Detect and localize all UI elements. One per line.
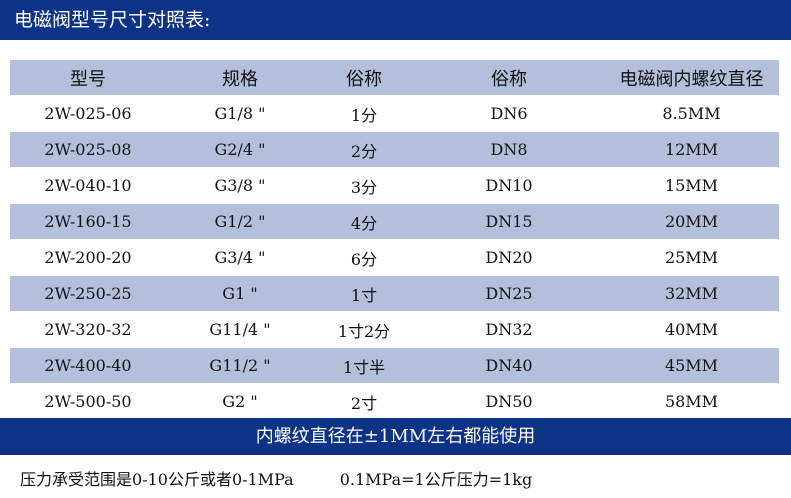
- table-cell: 6分: [350, 249, 378, 269]
- table-cell: 3分: [350, 177, 378, 197]
- table-cell: G2 ": [222, 392, 258, 411]
- table-cell: 2W-200-20: [44, 248, 132, 267]
- table-cell: 2W-500-50: [44, 392, 132, 411]
- table-cell: G2/4 ": [214, 140, 266, 159]
- table-cell: DN8: [490, 140, 528, 159]
- table-cell: 25MM: [664, 248, 719, 267]
- table-cell: G3/8 ": [214, 176, 266, 195]
- note-banner: 内螺纹直径在±1MM左右都能使用: [0, 418, 791, 455]
- table-header: 型号 规格 俗称 俗称 电磁阀内螺纹直径: [10, 60, 779, 96]
- table-cell: 45MM: [664, 356, 719, 375]
- table-cell: 2W-400-40: [44, 356, 132, 375]
- table-cell: 8.5MM: [662, 104, 721, 123]
- table-row: 2W-025-06 G1/8 " 1分 DN6 8.5MM: [10, 96, 779, 132]
- table-cell: 1分: [350, 105, 378, 125]
- table-cell: 2W-025-08: [44, 140, 132, 159]
- table-cell: 1寸: [350, 285, 378, 305]
- table-row: 2W-400-40 G11/2 " 1寸半 DN40 45MM: [10, 348, 779, 384]
- table-cell: DN25: [485, 284, 533, 303]
- table-cell: DN40: [485, 356, 533, 375]
- table-cell: 32MM: [664, 284, 719, 303]
- header-cell: 俗称: [491, 68, 527, 90]
- table-row: 2W-040-10 G3/8 " 3分 DN10 15MM: [10, 168, 779, 204]
- table-cell: DN50: [485, 392, 533, 411]
- table-cell: G1/8 ": [214, 104, 266, 123]
- table-cell: 20MM: [664, 212, 719, 231]
- table-cell: 2W-025-06: [44, 104, 132, 123]
- table-row: 2W-320-32 G11/4 " 1寸2分 DN32 40MM: [10, 312, 779, 348]
- table-cell: G11/4 ": [209, 320, 271, 339]
- table-cell: DN20: [485, 248, 533, 267]
- table-cell: DN6: [490, 104, 528, 123]
- table-cell: 12MM: [664, 140, 719, 159]
- table-cell: 15MM: [664, 176, 719, 195]
- pressure-conversion-text: 0.1MPa=1公斤压力=1kg: [339, 470, 533, 489]
- table-cell: G1/2 ": [214, 212, 266, 231]
- table-row: 2W-500-50 G2 " 2寸 DN50 58MM: [10, 384, 779, 420]
- table-cell: 2寸: [350, 393, 378, 413]
- size-table: 型号 规格 俗称 俗称 电磁阀内螺纹直径 2W-025-06 G1/8 " 1分 DN…: [10, 60, 779, 420]
- table-cell: G3/4 ": [214, 248, 266, 267]
- table-cell: 2W-320-32: [44, 320, 132, 339]
- table-cell: 2W-250-25: [44, 284, 132, 303]
- table-cell: 2W-160-15: [44, 212, 132, 231]
- table-cell: DN10: [485, 176, 533, 195]
- table-cell: G1 ": [222, 284, 258, 303]
- footer-note: 压力承受范围是0-10公斤或者0-1MPa 0.1MPa=1公斤压力=1kg: [20, 466, 532, 490]
- table-cell: DN15: [485, 212, 533, 231]
- table-cell: 4分: [350, 213, 378, 233]
- header-cell: 电磁阀内螺纹直径: [619, 68, 764, 90]
- header-cell: 俗称: [346, 68, 382, 90]
- table-cell: 2分: [350, 141, 378, 161]
- table-cell: 1寸2分: [337, 321, 391, 341]
- table-row: 2W-200-20 G3/4 " 6分 DN20 25MM: [10, 240, 779, 276]
- table-cell: DN32: [485, 320, 533, 339]
- table-cell: 1寸半: [342, 357, 386, 377]
- table-cell: G11/2 ": [209, 356, 271, 375]
- header-cell: 规格: [222, 68, 258, 90]
- page-title: 电磁阀型号尺寸对照表:: [0, 0, 791, 40]
- table-row: 2W-160-15 G1/2 " 4分 DN15 20MM: [10, 204, 779, 240]
- table-row: 2W-250-25 G1 " 1寸 DN25 32MM: [10, 276, 779, 312]
- header-cell: 型号: [70, 68, 106, 90]
- pressure-range-text: 压力承受范围是0-10公斤或者0-1MPa: [20, 470, 294, 489]
- table-cell: 40MM: [664, 320, 719, 339]
- table-cell: 2W-040-10: [44, 176, 132, 195]
- table-cell: 58MM: [664, 392, 719, 411]
- table-row: 2W-025-08 G2/4 " 2分 DN8 12MM: [10, 132, 779, 168]
